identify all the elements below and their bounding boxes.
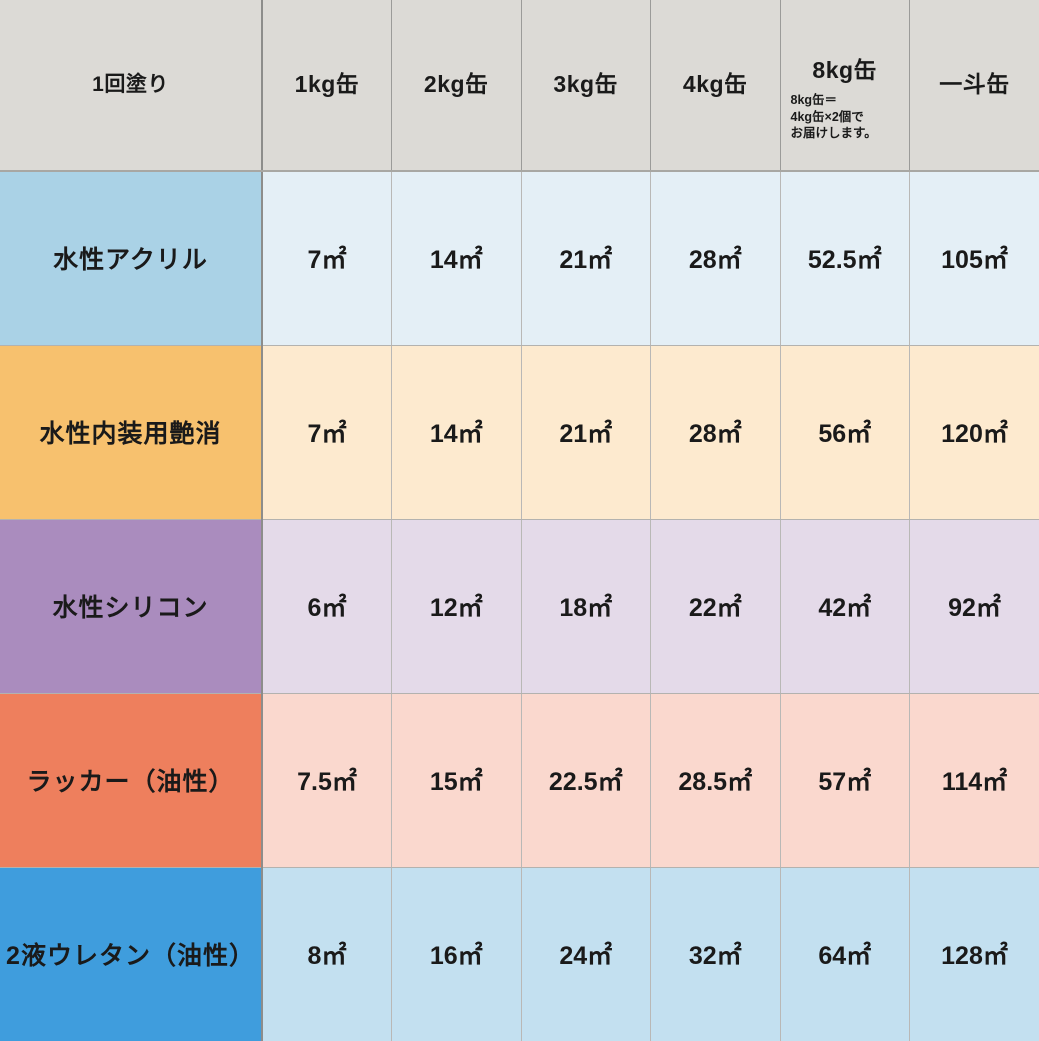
coverage-cell: 15㎡ (392, 693, 522, 867)
coverage-cell: 7.5㎡ (262, 693, 392, 867)
header-cell-can-1kg: 1kg缶 (262, 0, 392, 171)
coverage-cell: 28.5㎡ (651, 693, 781, 867)
header-cell-inner: 一斗缶 (910, 0, 1039, 170)
coverage-cell: 22.5㎡ (521, 693, 651, 867)
coverage-cell: 22㎡ (651, 519, 781, 693)
coverage-cell: 16㎡ (392, 867, 522, 1041)
header-cell-row-title: 1回塗り (0, 0, 262, 171)
header-label-can-2kg: 2kg缶 (424, 72, 489, 97)
coverage-cell: 24㎡ (521, 867, 651, 1041)
coverage-cell: 92㎡ (910, 519, 1039, 693)
coverage-cell: 52.5㎡ (780, 171, 910, 345)
coverage-cell: 64㎡ (780, 867, 910, 1041)
coverage-cell: 128㎡ (910, 867, 1039, 1041)
coverage-cell: 12㎡ (392, 519, 522, 693)
header-label-can-8kg: 8kg缶 (812, 58, 877, 83)
coverage-cell: 6㎡ (262, 519, 392, 693)
coverage-cell: 56㎡ (780, 345, 910, 519)
header-cell-inner: 3kg缶 (522, 0, 651, 170)
header-row: 1回塗り 1kg缶 2kg缶 3kg缶 4kg缶 (0, 0, 1039, 171)
row-header-label: ラッカー（油性） (0, 693, 262, 867)
header-label-can-itto: 一斗缶 (939, 72, 1010, 97)
coverage-cell: 7㎡ (262, 171, 392, 345)
header-label-can-1kg: 1kg缶 (295, 72, 360, 97)
header-cell-inner: 2kg缶 (392, 0, 521, 170)
coverage-cell: 21㎡ (521, 171, 651, 345)
header-cell-can-2kg: 2kg缶 (392, 0, 522, 171)
table-header: 1回塗り 1kg缶 2kg缶 3kg缶 4kg缶 (0, 0, 1039, 171)
row-header-label: 2液ウレタン（油性） (0, 867, 262, 1041)
header-cell-can-itto: 一斗缶 (910, 0, 1039, 171)
coverage-cell: 7㎡ (262, 345, 392, 519)
coverage-cell: 8㎡ (262, 867, 392, 1041)
header-cell-inner: 8kg缶 8kg缶＝ 4kg缶×2個で お届けします。 (781, 0, 910, 170)
coverage-cell: 57㎡ (780, 693, 910, 867)
coverage-cell: 14㎡ (392, 345, 522, 519)
header-cell-can-8kg: 8kg缶 8kg缶＝ 4kg缶×2個で お届けします。 (780, 0, 910, 171)
header-cell-can-4kg: 4kg缶 (651, 0, 781, 171)
coverage-cell: 105㎡ (910, 171, 1039, 345)
row-header-label: 水性アクリル (0, 171, 262, 345)
header-label-can-4kg: 4kg缶 (683, 72, 748, 97)
header-cell-inner: 4kg缶 (651, 0, 780, 170)
header-label-can-3kg: 3kg缶 (553, 72, 618, 97)
header-cell-inner: 1回塗り (0, 0, 261, 170)
coverage-cell: 120㎡ (910, 345, 1039, 519)
row-header-label: 水性内装用艶消 (0, 345, 262, 519)
header-label-coats: 1回塗り (92, 73, 169, 96)
coverage-cell: 42㎡ (780, 519, 910, 693)
coverage-cell: 28㎡ (651, 171, 781, 345)
coverage-cell: 28㎡ (651, 345, 781, 519)
coverage-cell: 18㎡ (521, 519, 651, 693)
header-note-can-8kg: 8kg缶＝ 4kg缶×2個で お届けします。 (781, 83, 877, 142)
coverage-cell: 32㎡ (651, 867, 781, 1041)
coverage-cell: 114㎡ (910, 693, 1039, 867)
row-header-label: 水性シリコン (0, 519, 262, 693)
header-cell-inner: 1kg缶 (263, 0, 391, 170)
header-cell-can-3kg: 3kg缶 (521, 0, 651, 171)
coverage-cell: 14㎡ (392, 171, 522, 345)
coverage-cell: 21㎡ (521, 345, 651, 519)
